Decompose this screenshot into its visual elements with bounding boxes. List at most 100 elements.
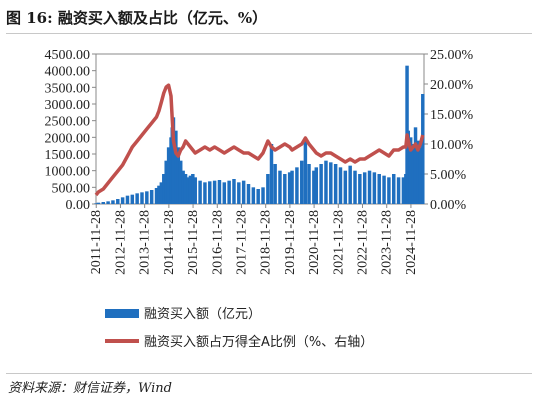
bar <box>193 177 197 204</box>
bottom-rule <box>6 373 532 374</box>
right-tick-label: 5.00% <box>430 168 467 183</box>
bar <box>319 164 323 204</box>
bar <box>421 94 425 204</box>
bar <box>145 191 149 204</box>
bar <box>101 202 105 204</box>
bar <box>171 117 176 204</box>
bar-series <box>94 65 425 205</box>
bar <box>116 199 120 204</box>
bar <box>329 162 333 204</box>
bar <box>348 165 352 204</box>
x-tick-label: 2013-11-28 <box>138 210 153 275</box>
right-tick-label: 20.00% <box>430 78 474 93</box>
bar <box>125 195 130 204</box>
left-tick-label: 0.00 <box>66 198 91 213</box>
bar <box>191 174 195 204</box>
bar <box>232 179 236 204</box>
x-tick-label: 2021-11-28 <box>331 210 346 275</box>
bar <box>372 172 377 204</box>
bar <box>154 188 159 204</box>
bar <box>251 187 256 204</box>
bar <box>266 174 270 204</box>
source-note: 资料来源：财信证券，Wind <box>8 381 172 396</box>
bar <box>300 160 304 204</box>
left-tick-label: 4500.00 <box>45 48 91 63</box>
bar <box>406 130 411 204</box>
x-tick-label: 2023-11-28 <box>380 210 395 275</box>
bar <box>174 130 178 204</box>
bar <box>290 170 294 204</box>
top-rule <box>6 33 532 34</box>
bar <box>287 172 292 204</box>
bar <box>237 182 241 204</box>
bar <box>157 185 161 204</box>
bar <box>387 177 391 204</box>
bar <box>273 164 277 204</box>
bar <box>408 137 413 204</box>
bar <box>222 182 227 204</box>
x-tick-label: 2020-11-28 <box>307 210 322 275</box>
bar <box>120 197 125 204</box>
right-tick-label: 15.00% <box>430 108 474 123</box>
x-axis: 2011-11-28 2012-11-28 2013-11-28 2014-11-28… <box>89 204 419 275</box>
line-series <box>94 83 425 197</box>
x-tick-label: 2018-11-28 <box>259 210 274 275</box>
bar <box>140 192 144 204</box>
right-axis: 0.00% 5.00% 10.00% 15.00% 20.00% 25.00% <box>424 48 474 213</box>
bar <box>96 202 101 204</box>
bar <box>333 164 338 204</box>
bar <box>362 172 367 204</box>
left-tick-label: 1000.00 <box>45 165 91 180</box>
bar <box>413 127 418 204</box>
legend-label-line: 融资买入额占万得全A比例（%、右轴） <box>144 334 373 350</box>
bar <box>303 140 308 204</box>
figure-title: 图 16: 融资买入额及占比（亿元、%） <box>6 9 268 27</box>
bar <box>312 170 316 204</box>
bar <box>212 180 217 204</box>
bar <box>283 174 287 204</box>
bar <box>159 182 164 204</box>
bar <box>162 174 166 204</box>
bar <box>324 160 328 204</box>
left-tick-label: 2000.00 <box>45 131 91 146</box>
x-tick-label: 2017-11-28 <box>234 210 249 275</box>
right-tick-label: 10.00% <box>430 138 474 153</box>
bar <box>106 201 110 204</box>
x-tick-label: 2019-11-28 <box>283 210 298 275</box>
bar <box>208 181 212 204</box>
right-tick-label: 25.00% <box>430 48 474 63</box>
bar <box>382 175 386 204</box>
bar <box>343 170 348 204</box>
left-tick-label: 2500.00 <box>45 115 91 130</box>
bar <box>367 170 372 204</box>
bar <box>135 193 139 204</box>
bar <box>164 160 168 204</box>
bar <box>166 147 171 204</box>
legend: 融资买入额（亿元） 融资买入额占万得全A比例（%、右轴） <box>105 307 373 350</box>
x-tick-label: 2014-11-28 <box>162 210 177 275</box>
left-tick-label: 1500.00 <box>45 148 91 163</box>
x-tick-label: 2015-11-28 <box>186 210 201 275</box>
bar <box>416 140 420 204</box>
bar <box>241 180 246 204</box>
bar <box>176 147 181 204</box>
left-tick-label: 4000.00 <box>45 65 91 80</box>
bar <box>314 167 319 204</box>
bar <box>396 177 401 204</box>
bar <box>217 180 222 204</box>
bar <box>111 200 115 204</box>
bar <box>353 170 357 204</box>
bar <box>188 175 193 204</box>
bar <box>278 170 282 204</box>
legend-swatch-bar <box>105 309 139 318</box>
bar <box>178 160 183 204</box>
left-tick-label: 500.00 <box>52 181 91 196</box>
bar <box>94 203 98 204</box>
x-tick-label: 2016-11-28 <box>210 210 225 275</box>
bar <box>227 180 231 204</box>
bar <box>338 167 343 204</box>
right-tick-label: 0.00% <box>430 198 467 213</box>
bar <box>418 147 423 204</box>
